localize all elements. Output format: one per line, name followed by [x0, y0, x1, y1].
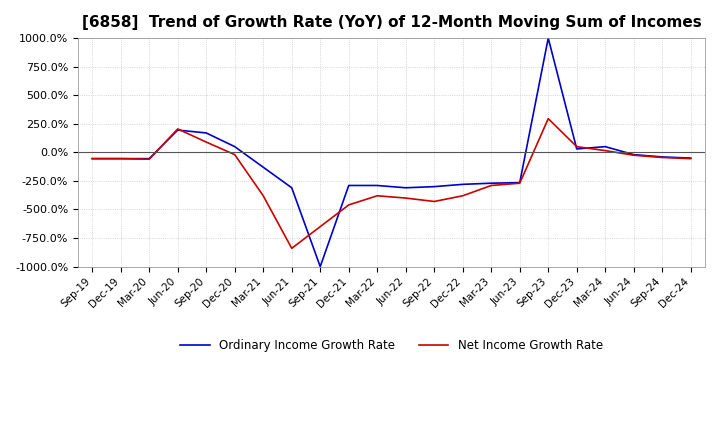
Net Income Growth Rate: [487, 183, 495, 188]
Ordinary Income Growth Rate: [202, 130, 210, 136]
Net Income Growth Rate: [287, 246, 296, 251]
Ordinary Income Growth Rate: [516, 180, 524, 185]
Ordinary Income Growth Rate: [230, 144, 239, 149]
Net Income Growth Rate: [430, 199, 438, 204]
Ordinary Income Growth Rate: [459, 182, 467, 187]
Ordinary Income Growth Rate: [287, 185, 296, 191]
Net Income Growth Rate: [459, 193, 467, 198]
Ordinary Income Growth Rate: [572, 146, 581, 151]
Net Income Growth Rate: [373, 193, 382, 198]
Ordinary Income Growth Rate: [402, 185, 410, 191]
Net Income Growth Rate: [230, 152, 239, 157]
Ordinary Income Growth Rate: [174, 128, 182, 133]
Ordinary Income Growth Rate: [601, 144, 610, 149]
Line: Ordinary Income Growth Rate: Ordinary Income Growth Rate: [92, 38, 690, 267]
Ordinary Income Growth Rate: [629, 152, 638, 157]
Ordinary Income Growth Rate: [88, 156, 96, 161]
Net Income Growth Rate: [259, 193, 268, 198]
Net Income Growth Rate: [145, 157, 153, 162]
Net Income Growth Rate: [658, 155, 667, 160]
Ordinary Income Growth Rate: [686, 155, 695, 161]
Net Income Growth Rate: [516, 180, 524, 186]
Net Income Growth Rate: [344, 202, 353, 208]
Ordinary Income Growth Rate: [344, 183, 353, 188]
Ordinary Income Growth Rate: [544, 36, 552, 41]
Net Income Growth Rate: [117, 156, 125, 161]
Ordinary Income Growth Rate: [117, 156, 125, 161]
Ordinary Income Growth Rate: [259, 165, 268, 170]
Net Income Growth Rate: [686, 156, 695, 161]
Ordinary Income Growth Rate: [430, 184, 438, 189]
Ordinary Income Growth Rate: [145, 156, 153, 161]
Line: Net Income Growth Rate: Net Income Growth Rate: [92, 119, 690, 248]
Net Income Growth Rate: [402, 195, 410, 201]
Net Income Growth Rate: [629, 153, 638, 158]
Legend: Ordinary Income Growth Rate, Net Income Growth Rate: Ordinary Income Growth Rate, Net Income …: [176, 334, 608, 357]
Net Income Growth Rate: [572, 144, 581, 149]
Ordinary Income Growth Rate: [658, 154, 667, 160]
Ordinary Income Growth Rate: [316, 264, 325, 269]
Net Income Growth Rate: [174, 126, 182, 132]
Net Income Growth Rate: [202, 139, 210, 145]
Net Income Growth Rate: [316, 224, 325, 229]
Net Income Growth Rate: [544, 116, 552, 121]
Ordinary Income Growth Rate: [487, 180, 495, 186]
Title: [6858]  Trend of Growth Rate (YoY) of 12-Month Moving Sum of Incomes: [6858] Trend of Growth Rate (YoY) of 12-…: [81, 15, 701, 30]
Net Income Growth Rate: [601, 148, 610, 153]
Net Income Growth Rate: [88, 156, 96, 161]
Ordinary Income Growth Rate: [373, 183, 382, 188]
